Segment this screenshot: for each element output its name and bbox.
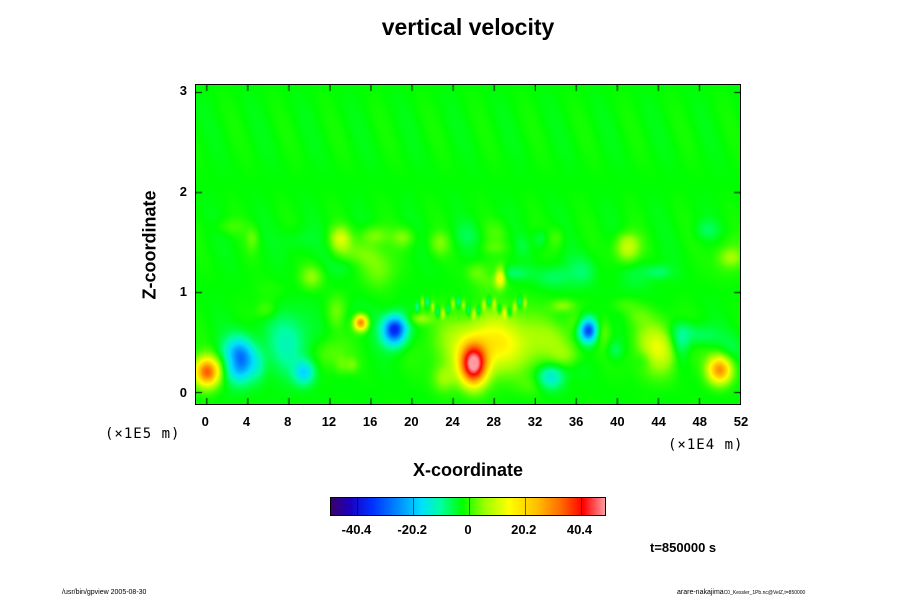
plot-area bbox=[195, 84, 741, 405]
colorbar-tick-label: -40.4 bbox=[341, 522, 372, 537]
footer-right-small: C0_Kessler_1Pb.nc@VelZ,t=850000 bbox=[723, 590, 806, 596]
colorbar-tick bbox=[357, 498, 359, 515]
x-tick-label: 8 bbox=[284, 414, 292, 429]
y-tick-label: 2 bbox=[179, 183, 187, 199]
x-tick-label: 16 bbox=[362, 414, 378, 429]
x-tick-label: 12 bbox=[321, 414, 337, 429]
colorbar-tick bbox=[524, 498, 526, 515]
heatmap-field bbox=[196, 85, 740, 404]
x-tick-label: 4 bbox=[242, 414, 251, 429]
colorbar-tick bbox=[469, 498, 470, 515]
footer-right: arare-nakajimaC0_Kessler_1Pb.nc@VelZ,t=8… bbox=[677, 589, 805, 596]
x-tick-label: 36 bbox=[568, 414, 584, 429]
x-tick-label: 20 bbox=[404, 414, 419, 429]
y-axis-label: Z-coordinate bbox=[139, 190, 160, 300]
colorbar-tick bbox=[413, 498, 415, 515]
colorbar-tick-label: 20.2 bbox=[511, 522, 537, 537]
colorbar bbox=[330, 497, 606, 516]
chart-title: vertical velocity bbox=[381, 14, 555, 40]
x-tick-label: 44 bbox=[651, 414, 666, 429]
colorbar-tick-label: 40.4 bbox=[566, 522, 593, 537]
x-tick-label: 52 bbox=[733, 414, 749, 429]
colorbar-tick-label: -20.2 bbox=[397, 522, 428, 537]
x-tick-label: 40 bbox=[610, 414, 625, 429]
colorbar-tick-label: 0 bbox=[464, 522, 472, 537]
x-tick-label: 48 bbox=[692, 414, 708, 429]
x-tick-label: 0 bbox=[201, 414, 209, 429]
x-tick-label: 32 bbox=[527, 414, 543, 429]
x-scale-note: (×1E4 m) bbox=[668, 437, 744, 453]
y-tick-label: 1 bbox=[179, 284, 187, 300]
y-tick-label: 0 bbox=[179, 384, 187, 400]
footer-right-main: arare-nakajima bbox=[677, 589, 724, 596]
footer-left: /usr/bin/gpview 2005-08-30 bbox=[62, 589, 147, 596]
x-axis-label: X-coordinate bbox=[412, 460, 523, 480]
y-tick-label: 3 bbox=[179, 83, 187, 99]
x-tick-label: 28 bbox=[486, 414, 501, 429]
time-label: t=850000 s bbox=[650, 540, 717, 555]
y-scale-note: (×1E5 m) bbox=[105, 426, 181, 442]
x-tick-label: 24 bbox=[445, 414, 460, 429]
colorbar-tick bbox=[580, 498, 582, 515]
